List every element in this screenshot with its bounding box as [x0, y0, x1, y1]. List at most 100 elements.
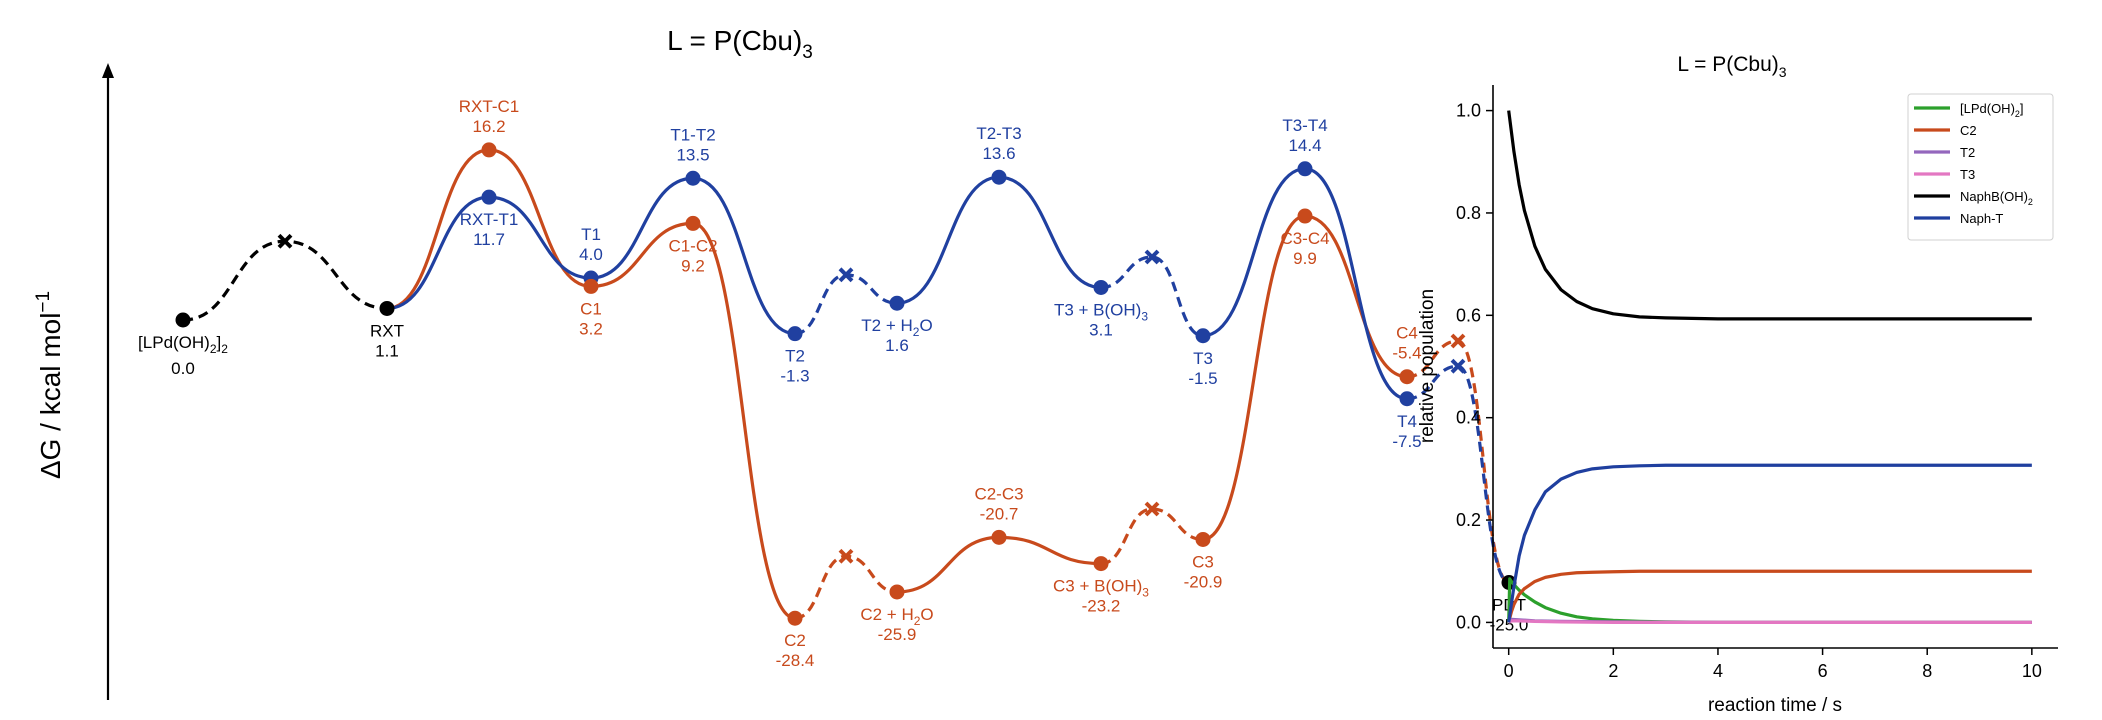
energy-label-c1: C1 [580, 299, 602, 318]
legend: [LPd(OH)2] C2 T2 T3 NaphB(OH)2 Naph-T [1907, 93, 2054, 241]
energy-label-t1-t2: T1-T2 [670, 125, 715, 144]
energy-label-c2h2o: C2 + H2O [860, 605, 933, 628]
energy-label-rxt-t1: RXT-T1 [460, 210, 519, 229]
energy-point-rxt [379, 300, 395, 316]
energy-value-t1: 4.0 [579, 245, 603, 264]
series-line-1 [1507, 569, 2032, 623]
energy-y-label: ΔG / kcal mol−1 [33, 291, 66, 479]
energy-point-t3 [1195, 328, 1211, 344]
tin-path-12 [1406, 364, 1510, 585]
energy-point-c1-c2 [685, 215, 701, 231]
energy-label-t2h2o: T2 + H2O [861, 316, 932, 339]
energy-point-c2 [787, 610, 803, 626]
y-tick-label-2: 0.4 [1456, 408, 1481, 428]
energy-markers [175, 142, 1517, 626]
energy-value-t3boh: 3.1 [1089, 320, 1113, 339]
energy-label-t2: T2 [785, 347, 805, 366]
energy-y-axis-arrow [102, 63, 114, 78]
energy-point-c1 [583, 278, 599, 294]
energy-label-c2-c3: C2-C3 [974, 484, 1023, 503]
copper-path-1 [386, 148, 796, 620]
x-tick-label-0: 0 [1504, 661, 1514, 681]
energy-label-t4: T4 [1397, 412, 1417, 431]
energy-point-c3-mid [1144, 501, 1160, 517]
energy-point-rxt-t1 [481, 189, 497, 205]
energy-point-t3-t4 [1297, 161, 1313, 177]
energy-point-start [175, 312, 191, 328]
energy-point-c4 [1399, 369, 1415, 385]
energy-value-rxt-c1: 16.2 [472, 117, 505, 136]
legend-label-1: C2 [1960, 123, 1977, 138]
energy-value-t3-t4: 14.4 [1288, 136, 1321, 155]
energy-value-c4: -5.4 [1392, 344, 1421, 363]
energy-point-c4-mid [1450, 333, 1466, 349]
energy-label-t3: T3 [1193, 349, 1213, 368]
energy-value-t2: -1.3 [780, 367, 809, 386]
energy-point-t2 [787, 326, 803, 342]
energy-label-rxt-c1: RXT-C1 [459, 97, 519, 116]
legend-label-4: NaphB(OH)2 [1960, 189, 2033, 207]
energy-label-c3-c4: C3-C4 [1280, 229, 1329, 248]
kinetics-y-label: relative population [1417, 289, 1438, 443]
energy-value-t3: -1.5 [1188, 369, 1217, 388]
kinetics-title: L = P(Cbu)3 [1677, 53, 1786, 80]
energy-point-mid1 [277, 233, 293, 249]
x-tick-label-4: 8 [1922, 661, 1932, 681]
energy-label-t1: T1 [581, 225, 601, 244]
series-line-5 [1507, 463, 2032, 623]
energy-value-rxt-t1: 11.7 [473, 230, 505, 249]
y-tick-label-1: 0.2 [1456, 510, 1481, 530]
energy-value-t1-t2: 13.5 [676, 145, 709, 164]
series-line-0 [1507, 577, 2032, 625]
y-tick-label-0: 0.0 [1456, 612, 1481, 632]
energy-label-rxt: RXT [370, 321, 404, 340]
copper-path-6 [1406, 339, 1510, 585]
kinetics-series [1507, 110, 2032, 625]
energy-label-start: [LPd(OH)2]2 [138, 333, 228, 356]
energy-point-t3boh [1093, 279, 1109, 295]
x-tick-label-2: 4 [1713, 661, 1723, 681]
series-line-3 [1507, 619, 2032, 625]
energy-value-t4: -7.5 [1392, 432, 1421, 451]
energy-value-c1: 3.2 [579, 319, 603, 338]
energy-value-c2: -28.4 [776, 651, 815, 670]
energy-value-c3boh: -23.2 [1082, 597, 1121, 616]
series-line-4 [1507, 110, 2032, 321]
energy-label-t3-t4: T3-T4 [1282, 116, 1327, 135]
energy-point-rxt-c1 [481, 142, 497, 158]
energy-value-c2-c3: -20.7 [980, 504, 1019, 523]
energy-value-start: 0.0 [171, 359, 195, 378]
energy-label-c1-c2: C1-C2 [668, 236, 717, 255]
energy-label-c3boh: C3 + B(OH)3 [1053, 577, 1149, 600]
energy-point-t2-t3 [991, 169, 1007, 185]
x-tick-label-5: 10 [2022, 661, 2042, 681]
energy-value-t2h2o: 1.6 [885, 336, 909, 355]
energy-profile-panel: L = P(Cbu)3 ΔG / kcal mol−1 [LPd(OH)2]2 0… [33, 25, 1528, 700]
energy-point-c2-mid [838, 548, 854, 564]
kinetics-x-label: reaction time / s [1708, 695, 1842, 716]
energy-value-t2-t3: 13.6 [982, 144, 1015, 163]
legend-label-5: Naph-T [1960, 211, 2003, 226]
copper-path-4 [1100, 507, 1204, 566]
kinetics-ticks: 0 2 4 6 8 10 0.0 0.2 0.4 0.6 0.8 1.0 [1456, 101, 2042, 681]
energy-title: L = P(Cbu)3 [667, 25, 813, 63]
tin-path-11 [1202, 167, 1408, 401]
energy-value-rxt: 1.1 [375, 341, 399, 360]
energy-label-t2-t3: T2-T3 [976, 124, 1021, 143]
energy-point-c3-c4 [1297, 208, 1313, 224]
kinetics-panel: L = P(Cbu)3 0 2 4 6 8 10 0.0 0.2 0.4 0.6 0.8 1.0 re… [1417, 53, 2058, 716]
energy-value-c1-c2: 9.2 [681, 256, 705, 275]
energy-value-c2h2o: -25.9 [878, 625, 917, 644]
energy-label-t3boh: T3 + B(OH)3 [1054, 300, 1148, 323]
energy-point-c3boh [1093, 556, 1109, 572]
energy-point-t4-mid [1450, 358, 1466, 374]
y-tick-label-5: 1.0 [1456, 101, 1481, 121]
x-tick-label-1: 2 [1608, 661, 1618, 681]
energy-point-c2-c3 [991, 529, 1007, 545]
legend-label-3: T3 [1960, 167, 1975, 182]
energy-label-c3: C3 [1192, 552, 1214, 571]
energy-value-c3: -20.9 [1184, 572, 1223, 591]
energy-point-c2h2o [889, 584, 905, 600]
